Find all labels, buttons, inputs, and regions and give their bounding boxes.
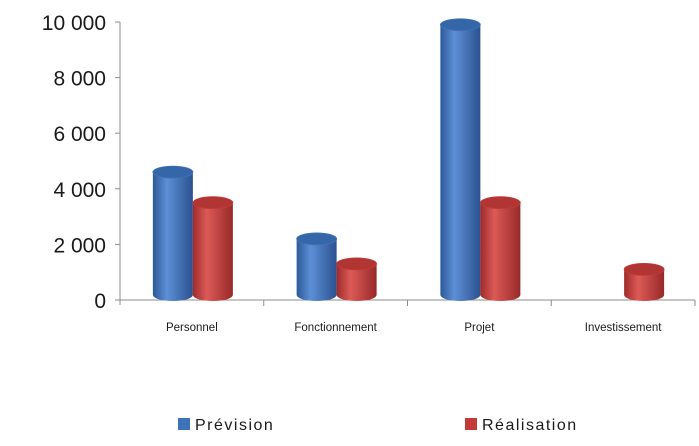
x-tick-label: Fonctionnement xyxy=(294,322,377,334)
y-tick-label: 0 xyxy=(94,290,106,313)
bar xyxy=(296,232,338,301)
legend-label: Réalisation xyxy=(482,417,578,434)
bar-top xyxy=(192,196,234,210)
bar-body xyxy=(152,172,193,301)
bar-body xyxy=(440,24,481,302)
legend-swatch xyxy=(178,418,190,430)
bar-top xyxy=(479,196,521,210)
bar-body xyxy=(296,238,337,301)
y-tick-label: 2 000 xyxy=(53,234,106,257)
x-tick-label: Projet xyxy=(464,322,495,334)
bar xyxy=(479,196,521,301)
bar-body xyxy=(480,202,521,301)
bar xyxy=(152,165,194,301)
y-tick-label: 4 000 xyxy=(53,179,106,202)
bar xyxy=(192,196,234,301)
x-tick-label: Personnel xyxy=(166,322,218,334)
bar xyxy=(336,257,378,301)
y-tick-label: 10 000 xyxy=(42,12,106,35)
bar-body xyxy=(624,269,665,301)
bar-top xyxy=(439,18,481,32)
bar-body xyxy=(192,202,233,301)
legend-swatch xyxy=(465,418,477,430)
bar-top xyxy=(152,165,194,179)
bar-top xyxy=(336,257,378,271)
legend-item: Prévision xyxy=(178,417,274,434)
y-tick-label: 8 000 xyxy=(53,68,106,91)
bar-top xyxy=(623,263,665,276)
legend-label: Prévision xyxy=(195,417,274,434)
y-tick-label: 6 000 xyxy=(53,123,106,146)
bar-body xyxy=(336,263,377,301)
x-tick-label: Investissement xyxy=(585,322,663,334)
bar xyxy=(623,263,665,301)
bar-top xyxy=(296,232,338,246)
legend-item: Réalisation xyxy=(465,417,578,434)
bar xyxy=(439,18,481,302)
